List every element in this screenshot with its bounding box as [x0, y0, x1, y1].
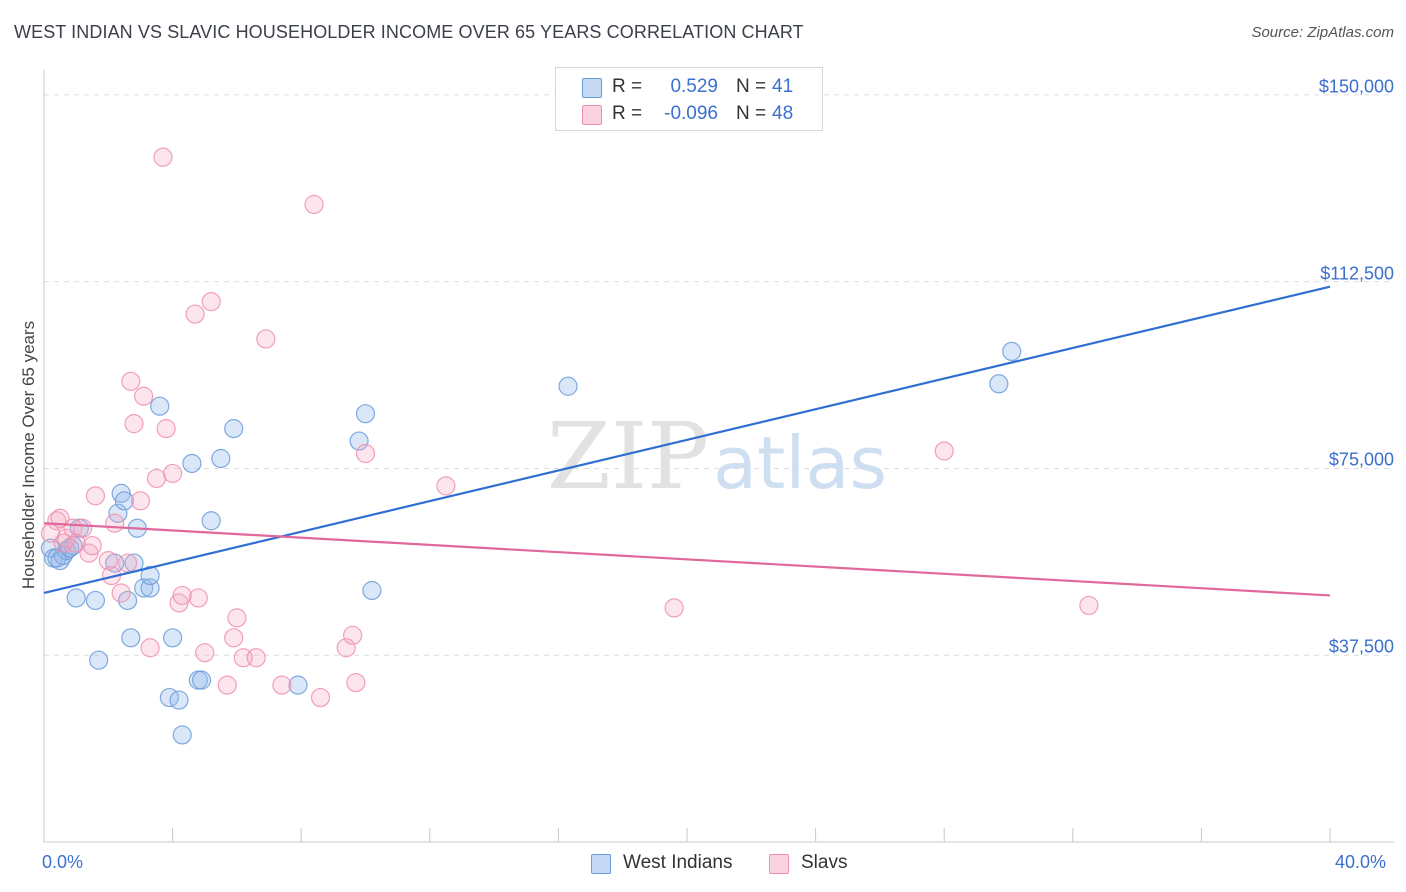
data-point-slavs [130, 491, 151, 511]
watermark-atlas: atlas [713, 421, 887, 505]
data-point-slavs [664, 598, 684, 618]
legend-label-slavs: Slavs [801, 852, 848, 873]
data-point-slavs [272, 675, 292, 695]
y-tick-label: $112,500 [1320, 263, 1394, 284]
data-point-west-indians [1002, 341, 1022, 362]
legend-r-label: R = [612, 103, 643, 124]
y-tick-label: $75,000 [1328, 449, 1394, 470]
data-point-slavs [188, 588, 208, 608]
trend-line-slavs [43, 522, 1331, 597]
data-point-slavs [336, 638, 356, 658]
data-point-slavs [355, 443, 376, 464]
legend-r-label: R = [612, 76, 643, 97]
legend-n-label: N = [736, 103, 767, 124]
data-point-west-indians [117, 590, 138, 611]
data-point-west-indians [140, 565, 160, 586]
data-point-slavs [163, 463, 183, 484]
data-point-slavs [246, 648, 266, 668]
data-point-slavs [227, 608, 247, 628]
data-point-slavs [85, 486, 106, 506]
data-point-slavs [346, 673, 366, 693]
data-point-slavs [117, 553, 138, 573]
data-point-west-indians [66, 588, 86, 608]
data-point-slavs [304, 194, 324, 215]
data-point-slavs [934, 441, 954, 461]
data-point-slavs [56, 528, 77, 548]
y-tick-label: $150,000 [1318, 76, 1394, 97]
data-point-west-indians [224, 419, 244, 439]
data-point-slavs [195, 643, 215, 663]
legend-label-west-indians: West Indians [623, 852, 733, 873]
data-point-slavs [201, 292, 221, 312]
trend-line-west-indians [43, 285, 1331, 595]
data-point-west-indians [163, 628, 183, 648]
data-point-slavs [256, 329, 276, 349]
data-point-slavs [98, 550, 118, 571]
legend-n-value: 41 [772, 76, 794, 97]
x-tick-min: 0.0% [42, 852, 84, 872]
data-point-slavs [1079, 595, 1099, 616]
watermark: ZIP atlas [547, 403, 887, 510]
data-point-slavs [156, 419, 176, 439]
data-point-west-indians [134, 578, 154, 598]
data-point-slavs [140, 638, 160, 658]
data-point-west-indians [989, 374, 1009, 394]
data-point-slavs [134, 386, 154, 406]
data-point-slavs [172, 585, 192, 606]
correlation-legend: R = 0.529 N = 41 R = -0.096 N = 48 [555, 67, 823, 131]
chart-title: WEST INDIAN VS SLAVIC HOUSEHOLDER INCOME… [14, 22, 804, 42]
data-point-slavs [436, 476, 456, 496]
data-point-slavs [50, 508, 70, 528]
data-point-west-indians [288, 675, 308, 695]
data-point-west-indians [169, 690, 189, 710]
legend-r-value: -0.096 [664, 103, 718, 124]
data-point-slavs [124, 414, 144, 434]
watermark-zip: ZIP [547, 403, 709, 510]
data-point-west-indians [362, 580, 382, 601]
axes [43, 70, 1394, 843]
data-point-slavs [105, 513, 125, 533]
data-point-slavs [343, 625, 363, 645]
legend-row-slavs: R = -0.096 N = 48 [556, 101, 822, 127]
data-point-slavs [72, 518, 93, 538]
source-text: Source: ZipAtlas.com [1251, 24, 1394, 41]
data-point-slavs [185, 304, 205, 324]
data-point-slavs [146, 468, 167, 489]
data-point-slavs [224, 628, 244, 648]
data-point-west-indians [121, 628, 141, 648]
trend-lines [43, 285, 1331, 597]
data-point-west-indians [191, 670, 212, 690]
data-point-west-indians [114, 491, 134, 511]
data-point-west-indians [150, 396, 170, 416]
legend-swatch-slavs [582, 105, 602, 125]
data-point-slavs [217, 675, 237, 695]
data-point-slavs [153, 147, 173, 167]
data-point-west-indians [89, 650, 109, 670]
legend-n-label: N = [736, 76, 767, 97]
data-point-slavs [82, 536, 102, 556]
legend-swatch-west-indians [582, 78, 602, 98]
data-point-west-indians [349, 431, 369, 451]
data-point-west-indians [355, 404, 376, 424]
gridlines [44, 94, 1394, 656]
legend-r-value: 0.529 [670, 76, 718, 97]
data-point-west-indians [201, 511, 221, 531]
x-tick-max: 40.0% [1335, 852, 1387, 872]
legend-swatch-slavs [769, 854, 789, 874]
y-tick-label: $37,500 [1328, 636, 1394, 657]
data-point-slavs [310, 687, 331, 708]
data-points [40, 147, 1099, 745]
legend-swatch-west-indians [591, 854, 611, 874]
data-point-west-indians [558, 376, 578, 396]
data-point-west-indians [85, 590, 106, 611]
data-point-slavs [111, 583, 131, 603]
legend-n-value: 48 [772, 103, 794, 124]
data-point-west-indians [182, 453, 202, 474]
legend-row-west-indians: R = 0.529 N = 41 [556, 74, 822, 100]
data-point-west-indians [172, 725, 192, 745]
data-point-west-indians [211, 448, 231, 469]
data-point-slavs [121, 371, 141, 391]
